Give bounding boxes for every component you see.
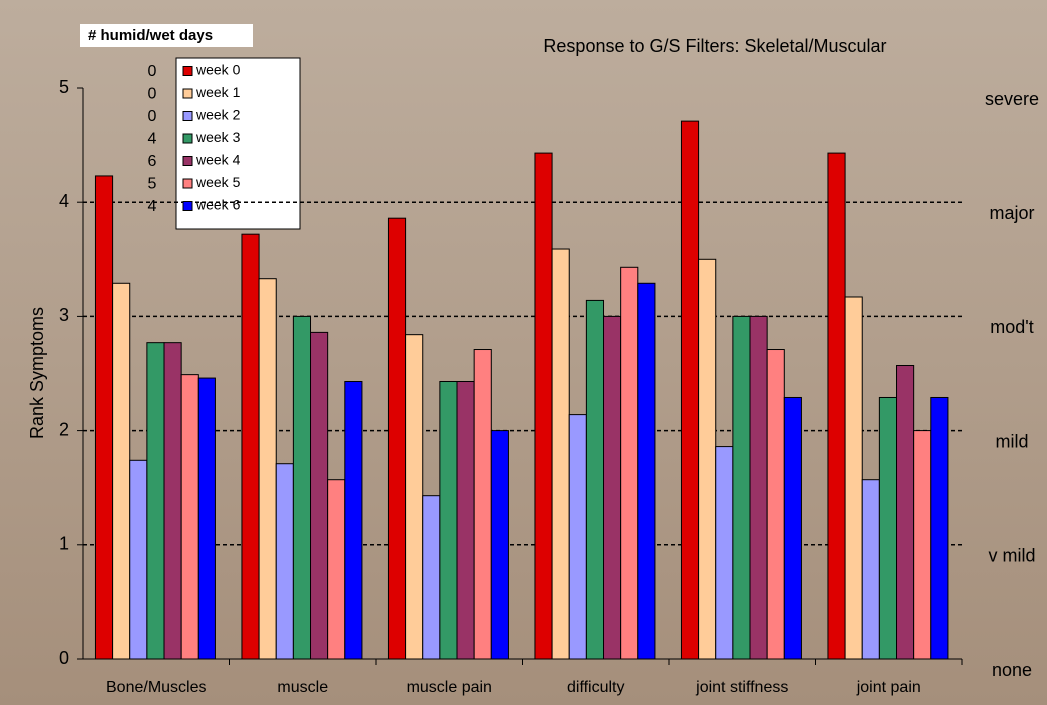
bar — [327, 479, 346, 660]
bar — [163, 342, 182, 660]
bar — [112, 282, 131, 660]
y-tick-label: 5 — [59, 77, 69, 97]
legend-swatch — [182, 156, 193, 166]
x-tick-label: Bone/Muscles — [106, 679, 207, 696]
bar — [568, 414, 587, 660]
bar — [766, 349, 785, 660]
bar — [275, 463, 294, 660]
bar — [585, 299, 605, 660]
humid-days-value: 0 — [148, 108, 157, 125]
legend-swatch — [182, 88, 193, 99]
bar — [473, 349, 492, 660]
y2-tick-label: mild — [995, 431, 1028, 451]
bar — [292, 315, 312, 660]
bar — [603, 315, 622, 660]
y2-tick-label: severe — [985, 89, 1039, 109]
bar — [258, 278, 277, 660]
bar — [534, 152, 553, 660]
y-tick-label: 0 — [59, 648, 69, 668]
humid-days-value: 4 — [148, 198, 157, 215]
bar — [387, 217, 407, 660]
note-box — [80, 24, 253, 47]
bar — [749, 315, 768, 660]
legend-label: week 1 — [195, 84, 241, 100]
y2-tick-label: none — [992, 660, 1032, 680]
legend — [175, 57, 301, 230]
bar — [422, 495, 441, 660]
x-tick-label: joint pain — [856, 679, 921, 696]
y2-tick-label: v mild — [988, 546, 1035, 566]
bar — [94, 175, 114, 660]
bar — [637, 282, 656, 660]
x-tick-label: muscle pain — [407, 679, 492, 696]
y-tick-label: 2 — [59, 419, 69, 439]
humid-days-value: 4 — [148, 131, 157, 148]
bar — [456, 380, 475, 660]
y-tick-label: 3 — [59, 305, 69, 325]
bar — [878, 396, 898, 660]
bar — [405, 334, 424, 660]
y-tick-label: 1 — [59, 534, 69, 554]
bar — [241, 233, 260, 660]
y2-tick-label: major — [989, 203, 1034, 223]
legend-swatch — [182, 133, 193, 144]
legend-swatch — [182, 178, 193, 189]
y2-tick-label: mod't — [990, 317, 1033, 337]
bar — [896, 365, 915, 660]
bar — [680, 120, 700, 660]
bar — [180, 374, 199, 660]
bar — [913, 430, 932, 660]
humid-days-value: 0 — [148, 86, 157, 103]
note-title: # humid/wet days — [88, 27, 213, 44]
bar — [732, 315, 751, 660]
bar — [551, 248, 570, 660]
humid-days-value: 5 — [148, 176, 157, 193]
bar — [146, 342, 165, 660]
bar — [344, 380, 363, 660]
legend-swatch — [182, 111, 193, 121]
bar — [827, 152, 846, 660]
bar — [310, 331, 329, 660]
humid-days-value: 6 — [148, 153, 157, 170]
legend-swatch — [182, 201, 193, 211]
bar — [783, 396, 802, 660]
y-axis-label: Rank Symptoms — [27, 307, 47, 439]
bar — [197, 377, 216, 660]
bar — [844, 296, 863, 660]
bar — [620, 266, 639, 660]
bar — [861, 479, 880, 660]
legend-label: week 6 — [195, 197, 241, 213]
bar — [129, 459, 148, 660]
legend-label: week 2 — [195, 107, 241, 123]
x-tick-label: joint stiffness — [695, 679, 788, 696]
x-tick-label: muscle — [277, 679, 328, 696]
bar — [715, 446, 734, 660]
chart-title: Response to G/S Filters: Skeletal/Muscul… — [543, 36, 886, 56]
y-tick-label: 4 — [59, 191, 69, 211]
humid-days-value: 0 — [148, 63, 157, 80]
bar — [439, 380, 458, 660]
x-tick-label: difficulty — [567, 679, 625, 696]
bar — [930, 396, 949, 660]
bar — [698, 258, 717, 660]
legend-label: week 0 — [195, 62, 241, 78]
bar — [490, 430, 509, 660]
legend-label: week 3 — [195, 129, 241, 145]
legend-label: week 4 — [195, 152, 241, 168]
legend-label: week 5 — [195, 174, 241, 190]
legend-swatch — [182, 66, 193, 76]
